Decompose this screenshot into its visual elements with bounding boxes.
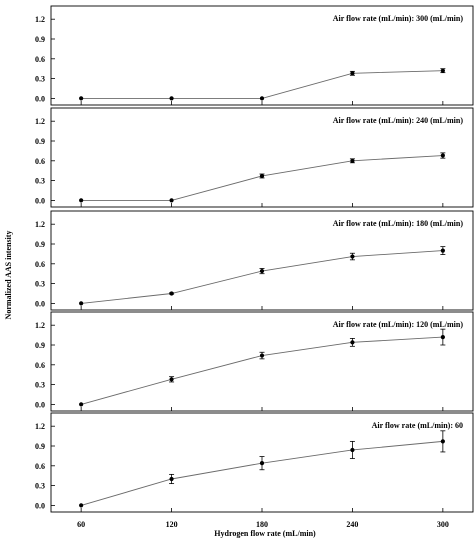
y-tick-label: 0.3 xyxy=(35,381,45,390)
y-tick-label: 0.9 xyxy=(35,137,45,146)
data-point xyxy=(350,254,355,259)
y-tick-label: 0.0 xyxy=(35,196,45,205)
data-point xyxy=(169,476,174,482)
data-point xyxy=(259,353,265,358)
y-tick-label: 0.3 xyxy=(35,482,45,491)
data-point xyxy=(440,334,445,340)
y-tick-label: 0.3 xyxy=(35,280,45,289)
series-line xyxy=(81,336,443,405)
y-tick-label: 0.6 xyxy=(35,260,45,269)
y-tick-label: 1.2 xyxy=(35,220,45,229)
y-tick-label: 1.2 xyxy=(35,422,45,431)
y-tick-label: 0.6 xyxy=(35,462,45,471)
data-point xyxy=(79,96,84,101)
series-line xyxy=(81,70,443,99)
data-point xyxy=(79,198,84,203)
panel-title: Air flow rate (mL/min): 240 (mL/min) xyxy=(333,116,464,125)
y-tick-label: 1.2 xyxy=(35,321,45,330)
data-point xyxy=(79,503,84,508)
panel-title: Air flow rate (mL/min): 300 (mL/min) xyxy=(333,14,464,23)
data-point xyxy=(350,158,355,163)
y-tick-label: 0.0 xyxy=(35,501,45,510)
panel-title: Air flow rate (mL/min): 60 xyxy=(372,421,463,430)
data-point xyxy=(169,377,174,382)
data-point xyxy=(259,461,265,466)
data-point xyxy=(259,173,265,179)
y-tick-label: 0.9 xyxy=(35,240,45,249)
y-tick-label: 0.0 xyxy=(35,299,45,308)
y-tick-label: 0.9 xyxy=(35,341,45,350)
data-point xyxy=(350,71,355,76)
data-point xyxy=(440,68,445,73)
y-tick-label: 0.9 xyxy=(35,35,45,44)
x-tick-label: 60 xyxy=(77,520,85,529)
y-tick-label: 1.2 xyxy=(35,15,45,24)
panels: 0.0 0.3 0.6 0.9 1.2 Air flow rate (mL/min): 3… xyxy=(35,5,474,513)
panel-1: 0.0 0.3 0.6 0.9 1.2 Air flow rate (mL/min): 3… xyxy=(35,5,474,106)
x-axis-title: Hydrogen flow rate (mL/min) xyxy=(214,529,316,538)
data-point xyxy=(440,439,445,444)
data-point xyxy=(169,198,174,203)
data-point xyxy=(259,96,265,101)
series-line xyxy=(81,250,443,304)
y-tick-label: 0.3 xyxy=(35,75,45,84)
data-point xyxy=(79,402,84,407)
panel-2: 0.0 0.3 0.6 0.9 1.2 Air flow rate (mL/min): 2… xyxy=(35,107,474,208)
data-point xyxy=(169,96,174,101)
data-point xyxy=(259,268,265,274)
data-point xyxy=(79,301,84,306)
panel-4: 0.0 0.3 0.6 0.9 1.2 Air flow rate (mL/min): 1… xyxy=(35,311,474,412)
panel-3: 0.0 0.3 0.6 0.9 1.2 Air flow rate (mL/min): 1… xyxy=(35,210,474,311)
data-point xyxy=(350,447,355,453)
y-tick-label: 0.0 xyxy=(35,94,45,103)
x-tick-label: 120 xyxy=(166,520,178,529)
y-tick-label: 0.6 xyxy=(35,361,45,370)
data-point xyxy=(350,340,355,345)
x-axis: 60 120 180 240 300 xyxy=(77,520,449,529)
x-tick-label: 300 xyxy=(437,520,449,529)
data-point xyxy=(440,248,445,253)
data-point xyxy=(440,153,445,158)
panel-title: Air flow rate (mL/min): 120 (mL/min) xyxy=(333,320,464,329)
data-point xyxy=(169,291,174,296)
y-tick-label: 0.6 xyxy=(35,55,45,64)
panel-title: Air flow rate (mL/min): 180 (mL/min) xyxy=(333,219,464,228)
panel-5: 0.0 0.3 0.6 0.9 1.2 Air flow rate (mL/min): 6… xyxy=(35,412,474,513)
y-tick-label: 1.2 xyxy=(35,117,45,126)
y-tick-label: 0.6 xyxy=(35,157,45,166)
y-tick-label: 0.3 xyxy=(35,177,45,186)
y-tick-label: 0.9 xyxy=(35,442,45,451)
y-axis-title: Normalized AAS intensity xyxy=(4,231,13,320)
series-line xyxy=(81,440,443,506)
y-tick-label: 0.0 xyxy=(35,400,45,409)
x-tick-label: 240 xyxy=(346,520,358,529)
x-tick-label: 180 xyxy=(256,520,268,529)
